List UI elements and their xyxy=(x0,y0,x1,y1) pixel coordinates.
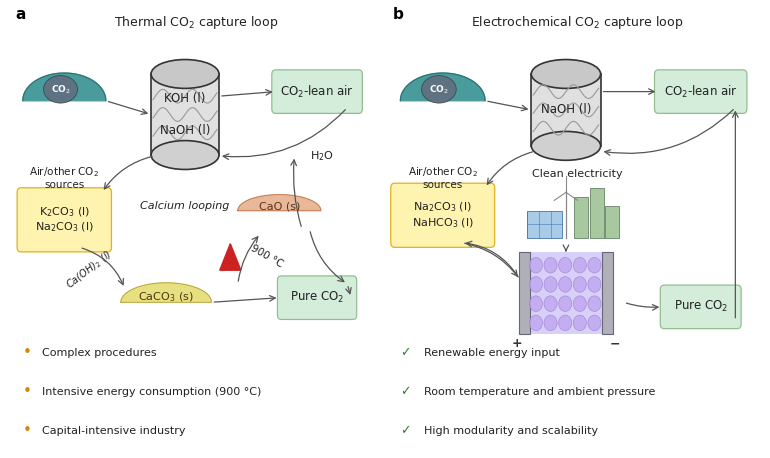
Text: NaOH (l): NaOH (l) xyxy=(541,104,591,116)
Polygon shape xyxy=(219,244,241,270)
Text: Air/other CO$_2$
sources: Air/other CO$_2$ sources xyxy=(29,165,99,190)
Text: K$_2$CO$_3$ (l)
Na$_2$CO$_3$ (l): K$_2$CO$_3$ (l) Na$_2$CO$_3$ (l) xyxy=(35,205,94,234)
Circle shape xyxy=(544,257,557,273)
Text: b: b xyxy=(393,7,403,22)
Text: Intensive energy consumption (900 °C): Intensive energy consumption (900 °C) xyxy=(42,387,261,397)
FancyBboxPatch shape xyxy=(531,74,601,146)
Text: CaCO$_3$ (s): CaCO$_3$ (s) xyxy=(139,291,194,305)
Circle shape xyxy=(544,315,557,331)
Ellipse shape xyxy=(151,60,219,88)
Text: High modularity and scalability: High modularity and scalability xyxy=(424,425,598,436)
FancyBboxPatch shape xyxy=(590,188,604,238)
Text: Pure CO$_2$: Pure CO$_2$ xyxy=(290,290,344,305)
Text: NaOH (l): NaOH (l) xyxy=(160,124,210,137)
Text: +: + xyxy=(511,337,522,350)
FancyBboxPatch shape xyxy=(519,252,530,334)
Text: Calcium looping: Calcium looping xyxy=(140,201,229,211)
Text: ✓: ✓ xyxy=(400,424,411,437)
Text: Na$_2$CO$_3$ (l)
NaHCO$_3$ (l): Na$_2$CO$_3$ (l) NaHCO$_3$ (l) xyxy=(412,201,474,230)
Circle shape xyxy=(588,296,601,311)
Polygon shape xyxy=(400,73,485,101)
Text: CO$_2$-lean air: CO$_2$-lean air xyxy=(280,83,354,100)
Circle shape xyxy=(574,277,587,292)
Text: Air/other CO$_2$
sources: Air/other CO$_2$ sources xyxy=(408,165,477,190)
Text: •: • xyxy=(23,384,32,399)
Circle shape xyxy=(544,277,557,292)
FancyBboxPatch shape xyxy=(527,252,604,334)
Text: Capital-intensive industry: Capital-intensive industry xyxy=(42,425,185,436)
Circle shape xyxy=(574,315,587,331)
Text: 900 °C: 900 °C xyxy=(249,243,285,270)
Circle shape xyxy=(559,315,571,331)
Text: •: • xyxy=(23,345,32,360)
Circle shape xyxy=(574,257,587,273)
FancyBboxPatch shape xyxy=(277,276,357,320)
Text: Complex procedures: Complex procedures xyxy=(42,348,156,358)
Text: CO$_2$-lean air: CO$_2$-lean air xyxy=(664,83,738,100)
Text: ✓: ✓ xyxy=(400,346,411,359)
Ellipse shape xyxy=(531,60,601,88)
FancyBboxPatch shape xyxy=(654,70,747,113)
Circle shape xyxy=(588,257,601,273)
FancyBboxPatch shape xyxy=(574,197,588,238)
Circle shape xyxy=(559,296,571,311)
Circle shape xyxy=(530,257,542,273)
FancyBboxPatch shape xyxy=(660,285,741,329)
Text: ✓: ✓ xyxy=(400,385,411,398)
Text: CaO (s): CaO (s) xyxy=(259,201,300,211)
Text: Clean electricity: Clean electricity xyxy=(532,169,623,179)
Circle shape xyxy=(559,277,571,292)
FancyBboxPatch shape xyxy=(272,70,363,113)
Circle shape xyxy=(574,296,587,311)
Text: H$_2$O: H$_2$O xyxy=(310,149,333,163)
Text: CO$_2$: CO$_2$ xyxy=(51,83,70,96)
FancyBboxPatch shape xyxy=(527,211,562,238)
Polygon shape xyxy=(23,73,105,101)
Ellipse shape xyxy=(422,76,456,103)
FancyBboxPatch shape xyxy=(605,206,619,238)
Text: Renewable energy input: Renewable energy input xyxy=(424,348,559,358)
FancyBboxPatch shape xyxy=(390,183,495,247)
Text: Electrochemical CO$_2$ capture loop: Electrochemical CO$_2$ capture loop xyxy=(471,14,684,31)
Ellipse shape xyxy=(151,141,219,169)
Circle shape xyxy=(544,296,557,311)
Polygon shape xyxy=(238,195,321,211)
Text: KOH (l): KOH (l) xyxy=(164,92,206,105)
Circle shape xyxy=(588,315,601,331)
Circle shape xyxy=(530,277,542,292)
Text: Ca(OH)$_2$ (l): Ca(OH)$_2$ (l) xyxy=(63,248,115,292)
Text: •: • xyxy=(23,423,32,438)
Circle shape xyxy=(559,257,571,273)
FancyBboxPatch shape xyxy=(17,188,112,252)
Ellipse shape xyxy=(531,131,601,160)
Text: Pure CO$_2$: Pure CO$_2$ xyxy=(674,300,728,314)
Polygon shape xyxy=(121,283,212,302)
Text: Thermal CO$_2$ capture loop: Thermal CO$_2$ capture loop xyxy=(114,14,279,31)
Ellipse shape xyxy=(44,76,78,103)
Text: Room temperature and ambient pressure: Room temperature and ambient pressure xyxy=(424,387,654,397)
FancyBboxPatch shape xyxy=(151,74,219,155)
Circle shape xyxy=(588,277,601,292)
Text: −: − xyxy=(610,337,621,350)
FancyBboxPatch shape xyxy=(602,252,613,334)
Text: a: a xyxy=(15,7,25,22)
Circle shape xyxy=(530,315,542,331)
Text: CO$_2$: CO$_2$ xyxy=(429,83,449,96)
Circle shape xyxy=(530,296,542,311)
